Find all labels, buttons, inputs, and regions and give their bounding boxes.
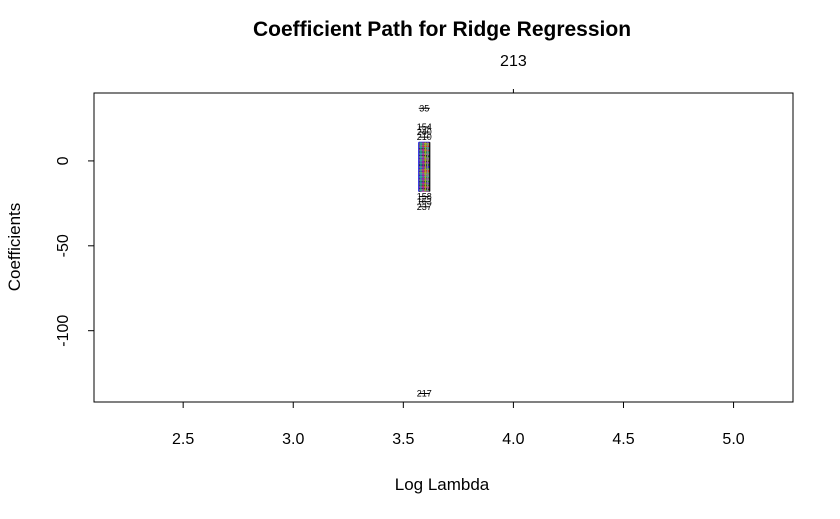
series-label: 240 xyxy=(417,127,432,137)
x-axis-label: Log Lambda xyxy=(395,475,490,494)
top-axis: 213 xyxy=(500,53,527,93)
y-tick-label: 0 xyxy=(55,156,72,165)
series-label: 210 xyxy=(417,132,432,142)
series-label: 35 xyxy=(419,103,429,113)
y-tick-label: -100 xyxy=(55,315,72,347)
y-axis-label: Coefficients xyxy=(5,203,24,292)
series-label: 217 xyxy=(417,389,432,399)
chart-title: Coefficient Path for Ridge Regression xyxy=(253,18,631,41)
series-label: 163 xyxy=(417,197,432,207)
series-label: 154 xyxy=(417,122,432,132)
y-tick-label: -50 xyxy=(55,234,72,257)
series-label: 237 xyxy=(417,202,432,212)
x-tick-label: 4.5 xyxy=(612,431,634,448)
coefficient-paths xyxy=(418,107,431,395)
y-axis: 0 -50 -100 xyxy=(55,156,94,347)
series-label: 158 xyxy=(417,192,432,202)
x-tick-label: 3.0 xyxy=(282,431,304,448)
x-tick-label: 2.5 xyxy=(172,431,194,448)
x-tick-label: 3.5 xyxy=(392,431,414,448)
top-tick-label: 213 xyxy=(500,53,527,70)
x-axis: 2.5 3.0 3.5 4.0 4.5 5.0 xyxy=(172,402,745,448)
plot-frame xyxy=(93,92,794,403)
x-tick-label: 4.0 xyxy=(502,431,524,448)
x-tick-label: 5.0 xyxy=(722,431,744,448)
